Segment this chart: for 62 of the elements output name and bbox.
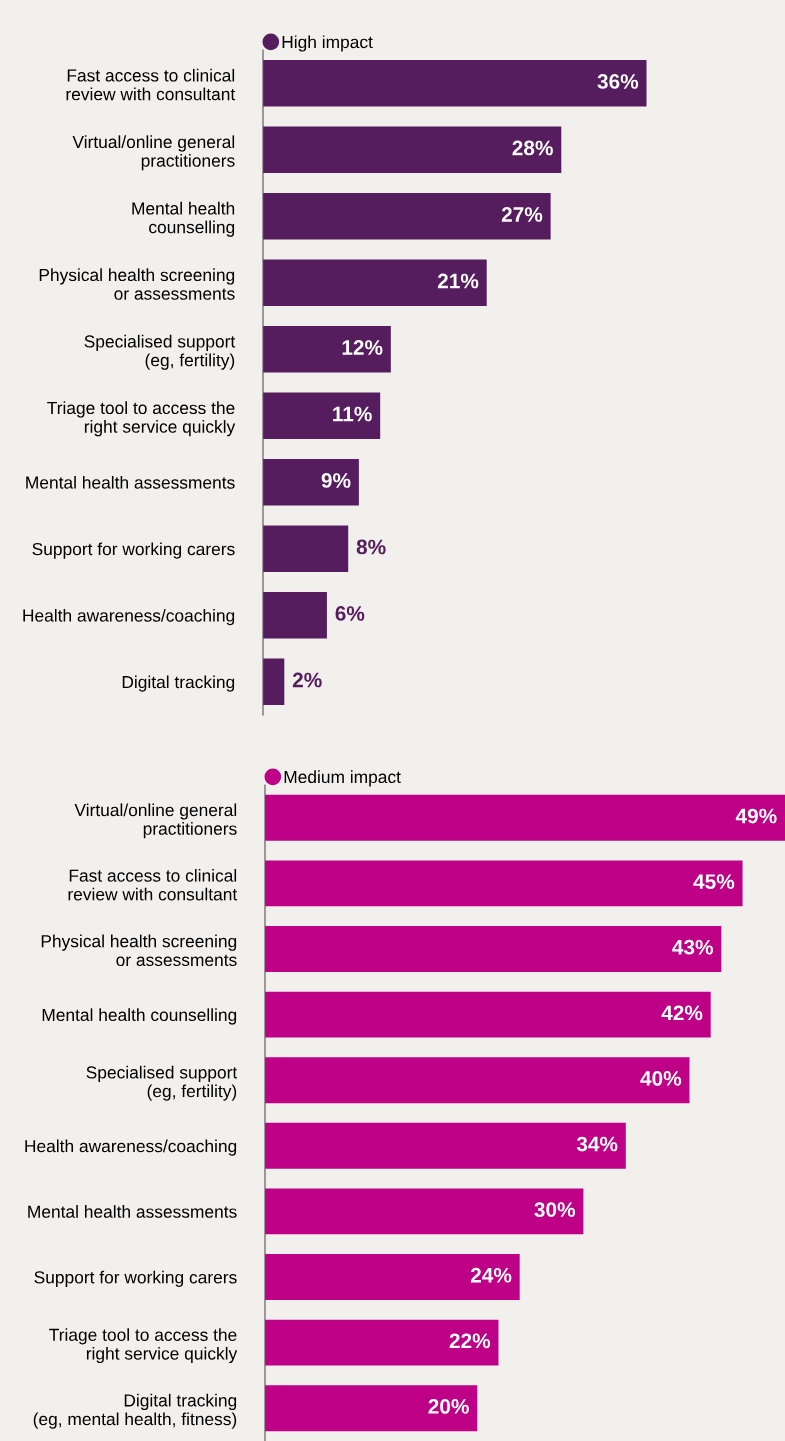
bar — [265, 1057, 690, 1104]
data-label: 34% — [576, 1136, 618, 1152]
data-label: 24% — [470, 1267, 512, 1283]
data-label: 30% — [534, 1202, 576, 1218]
y-tick-label: Specialised support (eg, fertility) — [86, 1065, 238, 1101]
data-label: 40% — [640, 1071, 682, 1086]
y-tick-label: Specialised support (eg, fertility) — [84, 334, 236, 370]
bar — [263, 525, 349, 573]
bar — [265, 1254, 520, 1300]
bar — [263, 591, 327, 639]
y-tick-label: Mental health counselling — [42, 1008, 237, 1025]
y-tick-label: Digital tracking (eg, mental health, fitness) — [33, 1393, 237, 1429]
data-label: 27% — [501, 207, 543, 222]
y-tick-label: Physical health screening or assessments — [41, 934, 237, 967]
bar — [263, 392, 381, 440]
y-tick-label: Physical health screening or assessments — [39, 268, 235, 300]
data-label: 20% — [428, 1399, 469, 1414]
bar — [263, 259, 487, 307]
y-tick-label: Triage tool to access the right service quickly — [47, 401, 236, 437]
bar — [265, 926, 722, 972]
data-label: 28% — [512, 140, 553, 156]
y-tick-label: Health awareness/coaching — [25, 1139, 237, 1156]
bar — [265, 991, 711, 1038]
bar — [263, 59, 647, 107]
data-label: 2% — [292, 672, 322, 688]
bar — [263, 325, 391, 373]
legend-label: High impact — [282, 35, 373, 52]
y-tick-label: Fast access to clinical review with consultant — [68, 869, 238, 901]
bar — [263, 658, 285, 706]
data-label: 8% — [356, 539, 386, 555]
bar — [263, 192, 551, 240]
bar — [265, 1188, 584, 1235]
data-label: 49% — [735, 808, 777, 824]
y-tick-label: Digital tracking — [122, 675, 235, 692]
data-label: 12% — [342, 340, 383, 355]
bar — [263, 458, 359, 506]
bar — [265, 1385, 478, 1432]
data-label: 36% — [597, 74, 639, 89]
y-tick-label: Fast access to clinical review with consultant — [66, 68, 236, 101]
data-label: 42% — [661, 1005, 703, 1021]
data-label: 11% — [333, 406, 372, 422]
bar — [265, 1122, 626, 1169]
y-tick-label: Mental health assessments — [28, 1205, 237, 1218]
bar — [265, 1319, 499, 1366]
bar — [263, 126, 562, 174]
y-tick-label: Virtual/online general practitioners — [74, 803, 237, 839]
bar — [265, 860, 743, 907]
data-label: 21% — [437, 273, 479, 289]
y-tick-label: Support for working carers — [34, 1270, 237, 1287]
bar — [265, 794, 785, 841]
y-tick-label: Mental health assessments — [26, 475, 235, 489]
y-tick-label: Mental health counselling — [132, 201, 235, 237]
y-tick-label: Triage tool to access the right service quickly — [49, 1328, 238, 1364]
legend-label: Medium impact — [284, 770, 401, 787]
y-tick-label: Support for working carers — [32, 542, 235, 559]
y-tick-label: Virtual/online general practitioners — [72, 135, 235, 171]
data-label: 45% — [693, 874, 735, 889]
data-label: 6% — [335, 606, 365, 621]
data-label: 43% — [672, 939, 713, 955]
data-label: 22% — [449, 1333, 491, 1349]
data-label: 9% — [321, 473, 351, 488]
y-tick-label: Health awareness/coaching — [23, 608, 235, 626]
